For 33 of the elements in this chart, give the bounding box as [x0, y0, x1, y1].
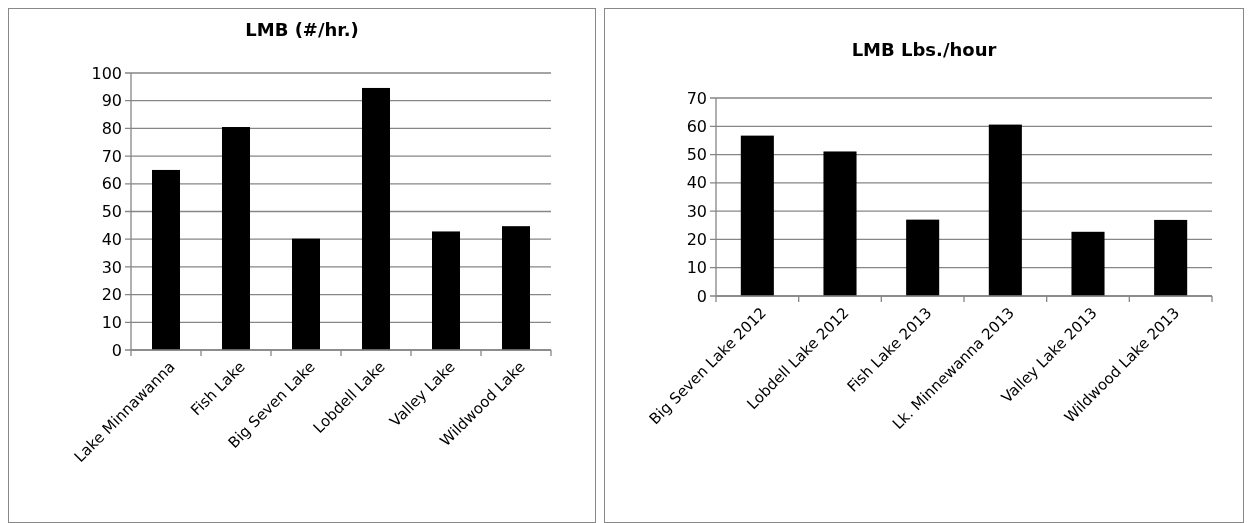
y-tick-label: 100 — [91, 63, 122, 83]
bar — [740, 135, 774, 296]
y-tick-label: 50 — [686, 145, 707, 165]
y-tick-label: 40 — [101, 229, 122, 249]
y-tick-label: 20 — [686, 230, 707, 250]
bar — [1071, 231, 1105, 296]
bar — [988, 124, 1022, 296]
y-tick-label: 10 — [101, 312, 122, 332]
y-tick-label: 70 — [686, 88, 707, 108]
bar — [906, 219, 940, 296]
bar — [362, 87, 390, 350]
y-tick-label: 0 — [111, 340, 122, 360]
y-tick-label: 70 — [101, 146, 122, 166]
y-tick-label: 10 — [686, 258, 707, 278]
y-tick-label: 60 — [101, 174, 122, 194]
bar — [292, 238, 320, 350]
bar — [152, 169, 180, 350]
y-tick-label: 80 — [101, 119, 122, 138]
chart-title: LMB Lbs./hour — [851, 39, 997, 60]
chart-title: LMB (#/hr.) — [245, 19, 359, 40]
bar — [1154, 219, 1188, 296]
y-tick-label: 30 — [101, 257, 122, 277]
bar — [823, 151, 857, 296]
y-tick-label: 50 — [101, 202, 122, 222]
y-tick-label: 20 — [101, 285, 122, 305]
y-tick-label: 0 — [696, 286, 707, 306]
bar — [502, 226, 530, 350]
y-tick-label: 30 — [686, 201, 707, 221]
bar — [222, 127, 250, 350]
y-tick-label: 40 — [686, 173, 707, 193]
bar — [432, 231, 460, 350]
y-tick-label: 60 — [686, 116, 707, 136]
y-tick-label: 90 — [101, 91, 122, 111]
